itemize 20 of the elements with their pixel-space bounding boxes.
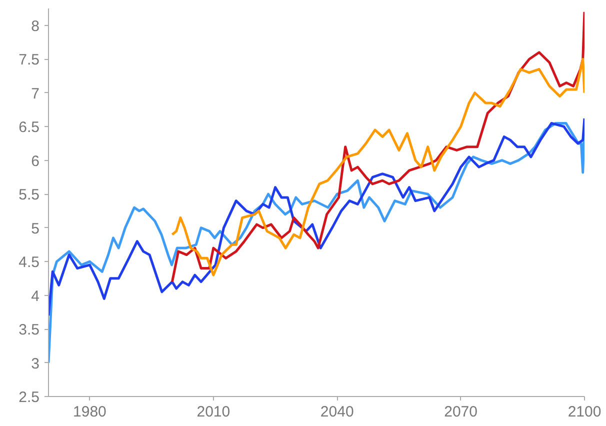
y-tick-label: 5.5 xyxy=(18,186,40,204)
y-tick-label: 7.5 xyxy=(18,52,40,69)
line-series xyxy=(170,10,584,284)
x-tick-label: 2100 xyxy=(568,404,602,420)
y-tick-label: 6 xyxy=(31,152,40,170)
y-tick-label: 3.5 xyxy=(18,322,40,339)
x-tick-label: 2010 xyxy=(196,404,230,420)
y-tick-label: 7 xyxy=(31,85,40,102)
y-tick-label: 4.5 xyxy=(18,254,40,272)
y-tick-label: 3 xyxy=(31,355,40,372)
y-tick-label: 6.5 xyxy=(18,119,40,136)
y-tick-label: 2.5 xyxy=(18,389,40,406)
x-tick-label: 1980 xyxy=(73,404,106,420)
y-tick-label: 4 xyxy=(31,288,40,305)
x-tick-label: 2070 xyxy=(444,404,478,420)
y-tick-label: 8 xyxy=(31,18,40,35)
line-series xyxy=(170,58,584,276)
y-tick-label: 5 xyxy=(31,220,40,238)
x-tick-label: 2040 xyxy=(320,404,354,420)
line-series xyxy=(48,117,584,317)
